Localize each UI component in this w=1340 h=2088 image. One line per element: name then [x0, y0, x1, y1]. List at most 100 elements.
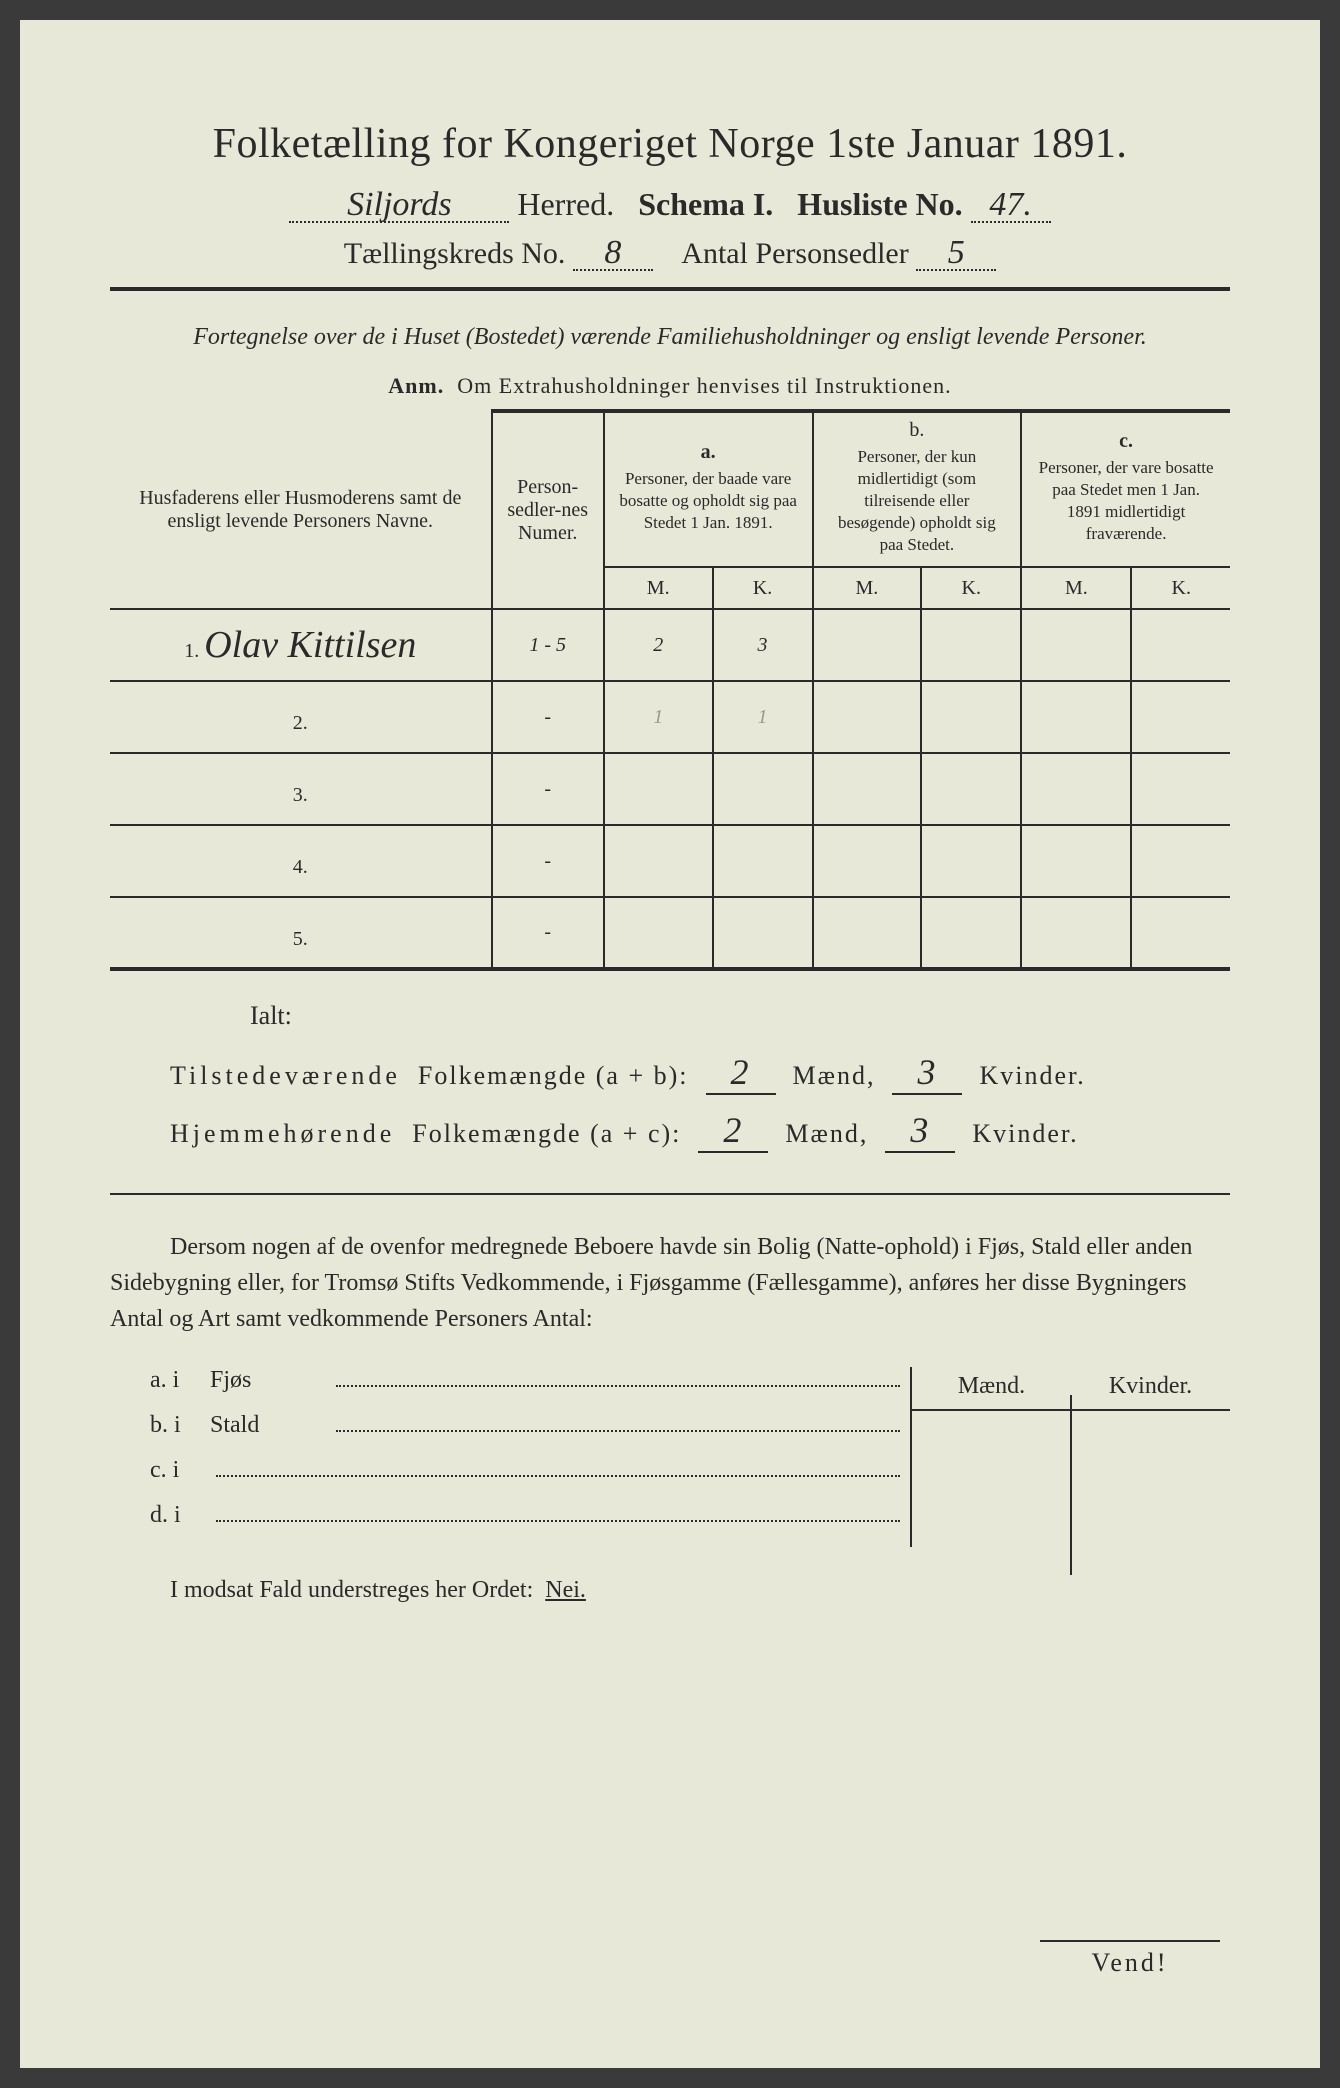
cell-b-k	[921, 681, 1021, 753]
cell-b-m	[813, 681, 922, 753]
table-row: 1. Olav Kittilsen1 - 523	[110, 609, 1230, 681]
cell-b-m	[813, 753, 922, 825]
nei-text: I modsat Fald understreges her Ordet:	[170, 1577, 533, 1603]
row-a-label: Fjøs	[210, 1367, 330, 1394]
anm-text: Om Extrahusholdninger henvises til Instr…	[457, 373, 951, 398]
b-k: K.	[921, 567, 1021, 609]
cell-c-k	[1131, 681, 1230, 753]
annotation: Anm. Om Extrahusholdninger henvises til …	[110, 373, 1230, 399]
s2-a: Hjemmehørende	[170, 1119, 395, 1148]
table-row: 5. -	[110, 897, 1230, 969]
s1-a: Tilstedeværende	[170, 1061, 401, 1090]
cell-c-m	[1021, 825, 1131, 897]
table-row: 2. -11	[110, 681, 1230, 753]
main-table: Husfaderens eller Husmoderens samt de en…	[110, 409, 1230, 971]
th-b: b. Personer, der kun midlertidigt (som t…	[813, 411, 1022, 567]
cell-b-k	[921, 609, 1021, 681]
husliste-label: Husliste No.	[797, 186, 962, 222]
building-block: a. i Fjøs b. i Stald c. i d. i Mænd. K	[110, 1367, 1230, 1547]
c-text: Personer, der vare bosatte paa Stedet me…	[1030, 453, 1222, 549]
a-text: Personer, der baade vare bosatte og opho…	[613, 464, 804, 538]
cell-a-k: 3	[713, 609, 813, 681]
cell-a-k	[713, 825, 813, 897]
divider-2	[110, 1193, 1230, 1195]
cell-c-k	[1131, 825, 1230, 897]
census-form-page: Folketælling for Kongeriget Norge 1ste J…	[20, 20, 1320, 2068]
cell-b-k	[921, 897, 1021, 969]
header-line-3: Tællingskreds No. 8 Antal Personsedler 5	[110, 237, 1230, 271]
cell-num: -	[492, 681, 604, 753]
col-maend: Mænd.	[912, 1367, 1071, 1409]
cell-num: 1 - 5	[492, 609, 604, 681]
th-c: c. Personer, der vare bosatte paa Stedet…	[1021, 411, 1230, 567]
s2-b: Folkemængde (a + c):	[412, 1119, 681, 1148]
person-name: Olav Kittilsen	[204, 624, 416, 666]
summary-line-2: Hjemmehørende Folkemængde (a + c): 2 Mæn…	[170, 1109, 1230, 1153]
kreds-value: 8	[573, 238, 653, 271]
cell-c-k	[1131, 609, 1230, 681]
table-row: 4. -	[110, 825, 1230, 897]
cell-a-m	[604, 825, 713, 897]
s1-b: Folkemængde (a + b):	[418, 1061, 689, 1090]
kreds-label: Tællingskreds No.	[344, 237, 566, 270]
a-m: M.	[604, 567, 713, 609]
row-number: 4.	[110, 825, 492, 897]
c-k: K.	[1131, 567, 1230, 609]
header-line-2: Siljords Herred. Schema I. Husliste No. …	[110, 186, 1230, 223]
b-m: M.	[813, 567, 922, 609]
maend-1: Mænd,	[793, 1061, 876, 1090]
sedler-label: Antal Personsedler	[681, 237, 908, 270]
th-names: Husfaderens eller Husmoderens samt de en…	[110, 411, 492, 609]
dots	[216, 1510, 900, 1522]
building-row-d: d. i	[110, 1502, 910, 1529]
a-k: K.	[713, 567, 813, 609]
row-number: 2.	[110, 681, 492, 753]
cell-c-k	[1131, 897, 1230, 969]
dots	[336, 1375, 900, 1387]
cell-a-m: 2	[604, 609, 713, 681]
s2-m: 2	[698, 1109, 768, 1153]
cell-b-k	[921, 753, 1021, 825]
s1-m: 2	[706, 1051, 776, 1095]
s2-k: 3	[885, 1109, 955, 1153]
cell-b-k	[921, 825, 1021, 897]
building-row-b: b. i Stald	[110, 1412, 910, 1439]
cell-b-m	[813, 609, 922, 681]
cell-num: -	[492, 825, 604, 897]
building-paragraph: Dersom nogen af de ovenfor medregnede Be…	[110, 1229, 1230, 1337]
c-label: c.	[1030, 430, 1222, 453]
herred-label: Herred.	[517, 186, 614, 222]
cell-a-k	[713, 753, 813, 825]
cell-a-k: 1	[713, 681, 813, 753]
row-a-prefix: a. i	[150, 1367, 210, 1394]
s1-k: 3	[892, 1051, 962, 1095]
cell-num: -	[492, 753, 604, 825]
row-c-prefix: c. i	[150, 1457, 210, 1484]
row-b-label: Stald	[210, 1412, 330, 1439]
vend-label: Vend!	[1040, 1940, 1220, 1978]
dots	[216, 1465, 900, 1477]
cell-c-m	[1021, 681, 1131, 753]
divider-1	[110, 287, 1230, 291]
building-list: a. i Fjøs b. i Stald c. i d. i	[110, 1367, 910, 1547]
table-row: 3. -	[110, 753, 1230, 825]
anm-label: Anm.	[388, 373, 444, 398]
row-number: 5.	[110, 897, 492, 969]
row-number: 1. Olav Kittilsen	[110, 609, 492, 681]
th-a: a. Personer, der baade vare bosatte og o…	[604, 411, 813, 567]
cell-b-m	[813, 825, 922, 897]
sedler-value: 5	[916, 238, 996, 271]
cell-c-m	[1021, 609, 1131, 681]
b-label: b.	[822, 419, 1013, 442]
cell-a-m	[604, 753, 713, 825]
subtitle: Fortegnelse over de i Huset (Bostedet) v…	[110, 319, 1230, 355]
kvinder-2: Kvinder.	[972, 1119, 1078, 1148]
summary-line-1: Tilstedeværende Folkemængde (a + b): 2 M…	[170, 1051, 1230, 1095]
building-row-a: a. i Fjøs	[110, 1367, 910, 1394]
cell-a-m: 1	[604, 681, 713, 753]
cell-c-k	[1131, 753, 1230, 825]
maend-2: Mænd,	[785, 1119, 868, 1148]
ialt-label: Ialt:	[250, 1001, 1230, 1031]
row-d-prefix: d. i	[150, 1502, 210, 1529]
building-right-cols: Mænd. Kvinder.	[910, 1367, 1230, 1547]
